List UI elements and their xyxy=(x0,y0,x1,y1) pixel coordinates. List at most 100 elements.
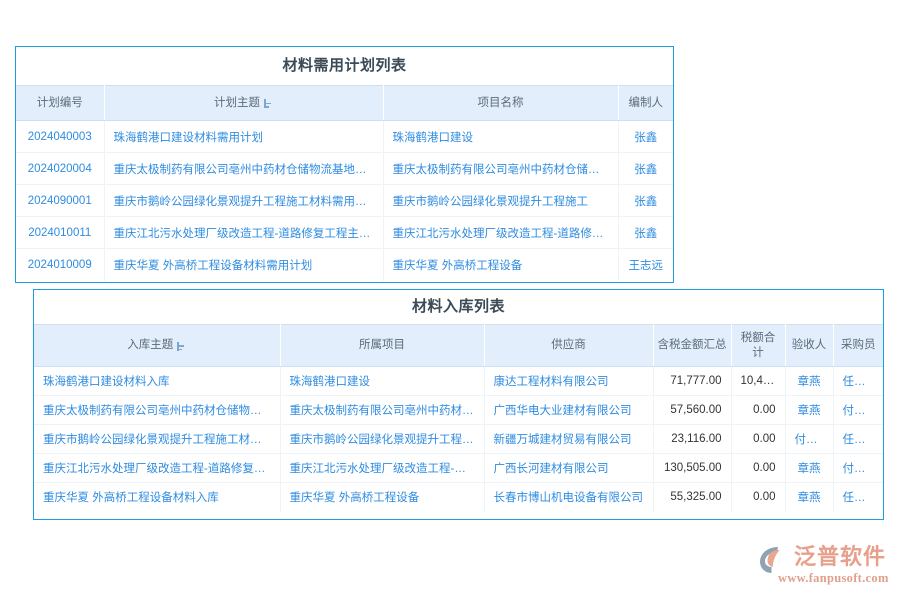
table-row[interactable]: 重庆华夏 外高桥工程设备材料入库 重庆华夏 外高桥工程设备 长春市博山机电设备有… xyxy=(34,482,883,512)
cell-project-name[interactable]: 重庆江北污水处理厂级改造工程-道路修复工程 xyxy=(383,216,619,249)
cell-inbound-subject[interactable]: 珠海鹤港口建设材料入库 xyxy=(34,366,281,396)
table-row[interactable]: 2024020004 重庆太极制药有限公司亳州中药材仓储物流基地项目... 重庆… xyxy=(16,152,673,185)
cell-inbound-subject[interactable]: 重庆华夏 外高桥工程设备材料入库 xyxy=(34,482,281,512)
material-inbound-header-row: 入库主题 所属项目 供应商 含税金额汇总 税额合计 验收人 xyxy=(34,324,883,367)
col-header-inbound-subject[interactable]: 入库主题 xyxy=(34,324,281,367)
cell-belong-project[interactable]: 重庆市鹅岭公园绿化景观提升工程施工 xyxy=(280,424,485,454)
cell-buyer[interactable]: 付安琼 xyxy=(833,453,883,483)
table-row[interactable]: 2024010009 重庆华夏 外高桥工程设备材料需用计划 重庆华夏 外高桥工程… xyxy=(16,248,673,281)
cell-preparer[interactable]: 张鑫 xyxy=(618,184,673,217)
material-inbound-thead: 入库主题 所属项目 供应商 含税金额汇总 税额合计 验收人 xyxy=(34,324,883,367)
table-row[interactable]: 珠海鹤港口建设材料入库 珠海鹤港口建设 康达工程材料有限公司 71,777.00… xyxy=(34,366,883,396)
cell-buyer[interactable]: 任晓燕 xyxy=(833,424,883,454)
material-inbound-table: 入库主题 所属项目 供应商 含税金额汇总 税额合计 验收人 xyxy=(34,324,883,512)
cell-tax-total[interactable]: 0.00 xyxy=(731,424,786,454)
material-plan-table: 计划编号 计划主题 项目名称 编制人 2024040003 珠海鹤港口 xyxy=(16,85,673,281)
brand-url: www.fanpusoft.com xyxy=(778,571,889,585)
cell-preparer[interactable]: 张鑫 xyxy=(618,152,673,185)
cell-plan-no[interactable]: 2024010011 xyxy=(16,216,105,249)
cell-project-name[interactable]: 重庆太极制药有限公司亳州中药材仓储物流... xyxy=(383,152,619,185)
material-plan-title: 材料需用计划列表 xyxy=(16,47,673,85)
cell-plan-no[interactable]: 2024090001 xyxy=(16,184,105,217)
col-header-inspector[interactable]: 验收人 xyxy=(785,324,834,367)
cell-tax-total[interactable]: 10,42... xyxy=(731,366,786,396)
material-inbound-panel: 材料入库列表 入库主题 所属项目 xyxy=(33,289,884,520)
col-header-belong-project[interactable]: 所属项目 xyxy=(280,324,485,367)
col-header-plan-no-label: 计划编号 xyxy=(36,96,83,109)
material-plan-header-row: 计划编号 计划主题 项目名称 编制人 xyxy=(16,85,673,121)
brand-watermark: 泛普软件 www.fanpusoft.com xyxy=(758,543,890,591)
cell-belong-project[interactable]: 重庆华夏 外高桥工程设备 xyxy=(280,482,485,512)
cell-project-name[interactable]: 重庆市鹅岭公园绿化景观提升工程施工 xyxy=(383,184,619,217)
col-header-amount-incl-tax-label: 含税金额汇总 xyxy=(657,339,727,352)
cell-inbound-subject[interactable]: 重庆江北污水处理厂级改造工程-道路修复工程... xyxy=(34,453,281,483)
table-row[interactable]: 重庆江北污水处理厂级改造工程-道路修复工程... 重庆江北污水处理厂级改造工程-… xyxy=(34,453,883,483)
cell-plan-subject[interactable]: 重庆太极制药有限公司亳州中药材仓储物流基地项目... xyxy=(104,152,384,185)
col-header-tax-total[interactable]: 税额合计 xyxy=(731,324,786,367)
col-header-preparer[interactable]: 编制人 xyxy=(618,85,673,121)
cell-belong-project[interactable]: 珠海鹤港口建设 xyxy=(280,366,485,396)
cell-amount-incl-tax[interactable]: 23,116.00 xyxy=(653,424,732,454)
cell-amount-incl-tax[interactable]: 57,560.00 xyxy=(653,395,732,425)
cell-inspector[interactable]: 章燕 xyxy=(785,453,834,483)
cell-belong-project[interactable]: 重庆太极制药有限公司亳州中药材仓... xyxy=(280,395,485,425)
table-row[interactable]: 重庆太极制药有限公司亳州中药材仓储物流基... 重庆太极制药有限公司亳州中药材仓… xyxy=(34,395,883,425)
cell-amount-incl-tax[interactable]: 71,777.00 xyxy=(653,366,732,396)
material-inbound-tbody: 珠海鹤港口建设材料入库 珠海鹤港口建设 康达工程材料有限公司 71,777.00… xyxy=(34,366,883,512)
cell-project-name[interactable]: 重庆华夏 外高桥工程设备 xyxy=(383,248,619,281)
cell-buyer[interactable]: 任晓燕 xyxy=(833,366,883,396)
cell-inspector[interactable]: 章燕 xyxy=(785,482,834,512)
cell-project-name[interactable]: 珠海鹤港口建设 xyxy=(383,120,619,153)
cell-amount-incl-tax[interactable]: 130,505.00 xyxy=(653,453,732,483)
cell-plan-no[interactable]: 2024040003 xyxy=(16,120,105,153)
table-row[interactable]: 2024040003 珠海鹤港口建设材料需用计划 珠海鹤港口建设 张鑫 xyxy=(16,120,673,153)
cell-plan-subject[interactable]: 珠海鹤港口建设材料需用计划 xyxy=(104,120,384,153)
col-header-project-name-label: 项目名称 xyxy=(477,96,524,109)
col-header-inbound-subject-label: 入库主题 xyxy=(127,339,174,352)
cell-preparer[interactable]: 张鑫 xyxy=(618,120,673,153)
col-header-belong-project-label: 所属项目 xyxy=(359,339,405,352)
table-row[interactable]: 2024090001 重庆市鹅岭公园绿化景观提升工程施工材料需用计划 重庆市鹅岭… xyxy=(16,184,673,217)
fanpu-logo-icon xyxy=(758,545,792,575)
cell-supplier[interactable]: 新疆万城建材贸易有限公司 xyxy=(484,424,654,454)
table-row[interactable]: 重庆市鹅岭公园绿化景观提升工程施工材料入库 重庆市鹅岭公园绿化景观提升工程施工 … xyxy=(34,424,883,454)
cell-plan-no[interactable]: 2024020004 xyxy=(16,152,105,185)
material-inbound-title: 材料入库列表 xyxy=(34,290,883,324)
cell-inbound-subject[interactable]: 重庆市鹅岭公园绿化景观提升工程施工材料入库 xyxy=(34,424,281,454)
col-header-inspector-label: 验收人 xyxy=(791,339,827,352)
cell-supplier[interactable]: 广西华电大业建材有限公司 xyxy=(484,395,654,425)
col-header-supplier[interactable]: 供应商 xyxy=(484,324,654,367)
cell-preparer[interactable]: 王志远 xyxy=(618,248,673,281)
col-header-project-name[interactable]: 项目名称 xyxy=(383,85,619,121)
cell-plan-subject[interactable]: 重庆市鹅岭公园绿化景观提升工程施工材料需用计划 xyxy=(104,184,384,217)
cell-inspector[interactable]: 付安琼 xyxy=(785,424,834,454)
col-header-plan-subject-label: 计划主题 xyxy=(214,96,260,109)
col-header-buyer[interactable]: 采购员 xyxy=(833,324,883,367)
cell-tax-total[interactable]: 0.00 xyxy=(731,395,786,425)
cell-tax-total[interactable]: 0.00 xyxy=(731,482,786,512)
sort-icon[interactable] xyxy=(264,99,273,109)
cell-plan-no[interactable]: 2024010009 xyxy=(16,248,105,281)
cell-preparer[interactable]: 张鑫 xyxy=(618,216,673,249)
cell-plan-subject[interactable]: 重庆华夏 外高桥工程设备材料需用计划 xyxy=(104,248,384,281)
cell-amount-incl-tax[interactable]: 55,325.00 xyxy=(653,482,732,512)
col-header-plan-no[interactable]: 计划编号 xyxy=(16,85,105,121)
col-header-plan-subject[interactable]: 计划主题 xyxy=(104,85,384,121)
cell-inspector[interactable]: 章燕 xyxy=(785,366,834,396)
cell-belong-project[interactable]: 重庆江北污水处理厂级改造工程-道路... xyxy=(280,453,485,483)
col-header-tax-total-label: 税额合计 xyxy=(740,332,776,359)
cell-buyer[interactable]: 付安琼 xyxy=(833,395,883,425)
cell-supplier[interactable]: 康达工程材料有限公司 xyxy=(484,366,654,396)
brand-name: 泛普软件 xyxy=(794,544,887,569)
table-row[interactable]: 2024010011 重庆江北污水处理厂级改造工程-道路修复工程主要材料 重庆江… xyxy=(16,216,673,249)
cell-inspector[interactable]: 章燕 xyxy=(785,395,834,425)
cell-buyer[interactable]: 任晓燕 xyxy=(833,482,883,512)
cell-inbound-subject[interactable]: 重庆太极制药有限公司亳州中药材仓储物流基... xyxy=(34,395,281,425)
sort-icon[interactable] xyxy=(177,341,186,351)
cell-tax-total[interactable]: 0.00 xyxy=(731,453,786,483)
cell-supplier[interactable]: 长春市博山机电设备有限公司 xyxy=(484,482,654,512)
cell-supplier[interactable]: 广西长河建材有限公司 xyxy=(484,453,654,483)
cell-plan-subject[interactable]: 重庆江北污水处理厂级改造工程-道路修复工程主要材料 xyxy=(104,216,384,249)
col-header-amount-incl-tax[interactable]: 含税金额汇总 xyxy=(653,324,732,367)
